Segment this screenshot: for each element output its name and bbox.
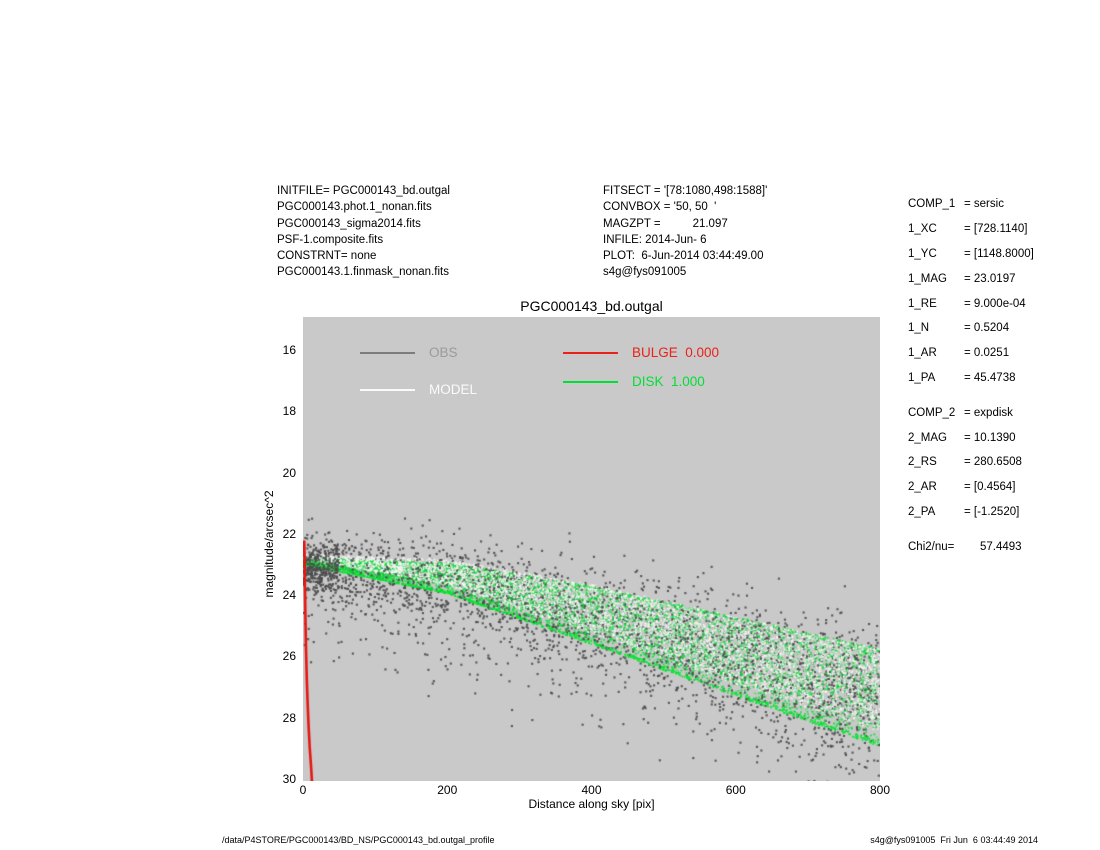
header-line: INITFILE= PGC000143_bd.outgal xyxy=(277,185,450,197)
legend-line-disk xyxy=(563,380,618,383)
param-value: = expdisk xyxy=(964,406,1013,419)
x-tick-label: 0 xyxy=(299,783,307,797)
legend-entry-disk: DISK 1.000 xyxy=(563,374,705,389)
param-value: = 280.6508 xyxy=(964,456,1022,469)
param-label: 1_PA xyxy=(908,371,936,384)
param-value: = 0.0251 xyxy=(964,347,1010,360)
param-value: = [1148.8000] xyxy=(964,247,1034,260)
x-tick-label: 800 xyxy=(869,783,891,797)
header-line: PLOT: 6-Jun-2014 03:44:49.00 xyxy=(603,250,764,263)
param-label: 2_MAG xyxy=(908,431,947,444)
header-line: PGC000143.phot.1_nonan.fits xyxy=(277,201,432,214)
param-row: Chi2/nu= 57.4493 xyxy=(908,534,1034,559)
header-line: MAGZPT = 21.097 xyxy=(603,217,728,230)
param-row: 1_RE = 9.000e-04 xyxy=(908,291,1034,316)
y-tick-label: 24 xyxy=(282,588,296,603)
param-label: COMP_1 xyxy=(908,198,956,211)
param-value: = 0.5204 xyxy=(964,322,1010,335)
param-value: = 45.4738 xyxy=(964,371,1016,384)
y-tick-label: 18 xyxy=(282,404,296,419)
header-input-files: INITFILE= PGC000143_bd.outgal PGC000143.p… xyxy=(277,183,450,281)
legend-label-obs: OBS xyxy=(429,345,458,360)
param-row: 1_N = 0.5204 xyxy=(908,316,1034,341)
y-tick-label: 28 xyxy=(282,710,296,725)
param-label: 2_PA xyxy=(908,505,936,518)
param-label: 2_RS xyxy=(908,456,937,469)
header-line: FITSECT = '[78:1080,498:1588]' xyxy=(603,185,768,197)
legend-line-bulge xyxy=(563,351,618,354)
param-row: 2_RS = 280.6508 xyxy=(908,450,1034,475)
legend-entry-obs: OBS xyxy=(360,345,458,360)
y-tick-label: 22 xyxy=(282,526,296,541)
header-line: CONVBOX = '50, 50 ' xyxy=(603,201,717,214)
footer-file-path: /data/P4STORE/PGC000143/BD_NS/PGC000143_… xyxy=(222,835,495,845)
param-label: 1_YC xyxy=(908,247,937,260)
param-row: 1_XC = [728.1140] xyxy=(908,217,1034,242)
param-value: = 23.0197 xyxy=(964,272,1016,285)
param-row: 1_AR = 0.0251 xyxy=(908,341,1034,366)
param-label: Chi2/nu= xyxy=(908,540,955,553)
param-value: = [-1.2520] xyxy=(964,505,1020,518)
header-line: INFILE: 2014-Jun- 6 xyxy=(603,233,707,246)
param-label: 1_XC xyxy=(908,223,937,236)
param-row: 1_PA = 45.4738 xyxy=(908,366,1034,391)
param-label: 2_AR xyxy=(908,481,937,494)
param-value: = sersic xyxy=(964,198,1004,211)
x-tick-label: 400 xyxy=(581,783,602,797)
param-row: 1_YC = [1148.8000] xyxy=(908,242,1034,267)
y-axis-title: magnitude/arcsec^2 xyxy=(262,490,276,598)
header-line: PGC000143_sigma2014.fits xyxy=(277,217,421,230)
param-label: 1_MAG xyxy=(908,272,947,285)
profile-plot-canvas xyxy=(303,317,880,781)
fit-parameters-panel: COMP_1 = sersic 1_XC = [728.1140] 1_YC = [114… xyxy=(908,192,1034,559)
header-line: PGC000143.1.finmask_nonan.fits xyxy=(277,266,449,279)
footer-user-timestamp: s4g@fys091005 Fri Jun 6 03:44:49 2014 xyxy=(870,835,1038,845)
legend-entry-bulge: BULGE 0.000 xyxy=(563,345,719,360)
y-tick-label: 30 xyxy=(282,772,296,786)
legend-line-obs xyxy=(360,351,415,354)
legend-line-model xyxy=(360,388,415,391)
param-row: 2_MAG = 10.1390 xyxy=(908,425,1034,450)
header-line: s4g@fys091005 xyxy=(603,266,687,279)
param-value: 57.4493 xyxy=(964,540,1022,553)
legend-label-model: MODEL xyxy=(429,382,478,397)
param-row: 2_AR = [0.4564] xyxy=(908,475,1034,500)
header-line: PSF-1.composite.fits xyxy=(277,233,384,246)
y-tick-label: 20 xyxy=(282,465,296,480)
param-label: 1_RE xyxy=(908,297,937,310)
param-value: = [0.4564] xyxy=(964,481,1016,494)
param-label: 1_AR xyxy=(908,347,937,360)
y-tick-label: 16 xyxy=(282,343,296,357)
param-row: COMP_2 = expdisk xyxy=(908,400,1034,425)
plot-area xyxy=(303,317,880,781)
header-line: CONSTRNT= none xyxy=(277,250,377,263)
param-value: = [728.1140] xyxy=(964,223,1028,236)
param-row: COMP_1 = sersic xyxy=(908,192,1034,217)
legend-label-disk: DISK 1.000 xyxy=(632,374,705,389)
legend-label-bulge: BULGE 0.000 xyxy=(632,345,720,360)
x-axis-title: Distance along sky [pix] xyxy=(528,797,655,811)
header-fit-info: FITSECT = '[78:1080,498:1588]' CONVBOX = … xyxy=(603,183,767,281)
x-tick-label: 600 xyxy=(725,783,746,797)
param-value: = 10.1390 xyxy=(964,431,1016,444)
y-tick-label: 26 xyxy=(282,649,296,664)
x-tick-label: 200 xyxy=(437,783,458,797)
param-label: 1_N xyxy=(908,322,930,335)
plot-title: PGC000143_bd.outgal xyxy=(520,298,663,314)
param-row: 2_PA = [-1.2520] xyxy=(908,500,1034,525)
param-row: 1_MAG = 23.0197 xyxy=(908,266,1034,291)
param-value: = 9.000e-04 xyxy=(964,297,1026,310)
param-label: COMP_2 xyxy=(908,406,956,419)
legend-entry-model: MODEL xyxy=(360,382,477,397)
